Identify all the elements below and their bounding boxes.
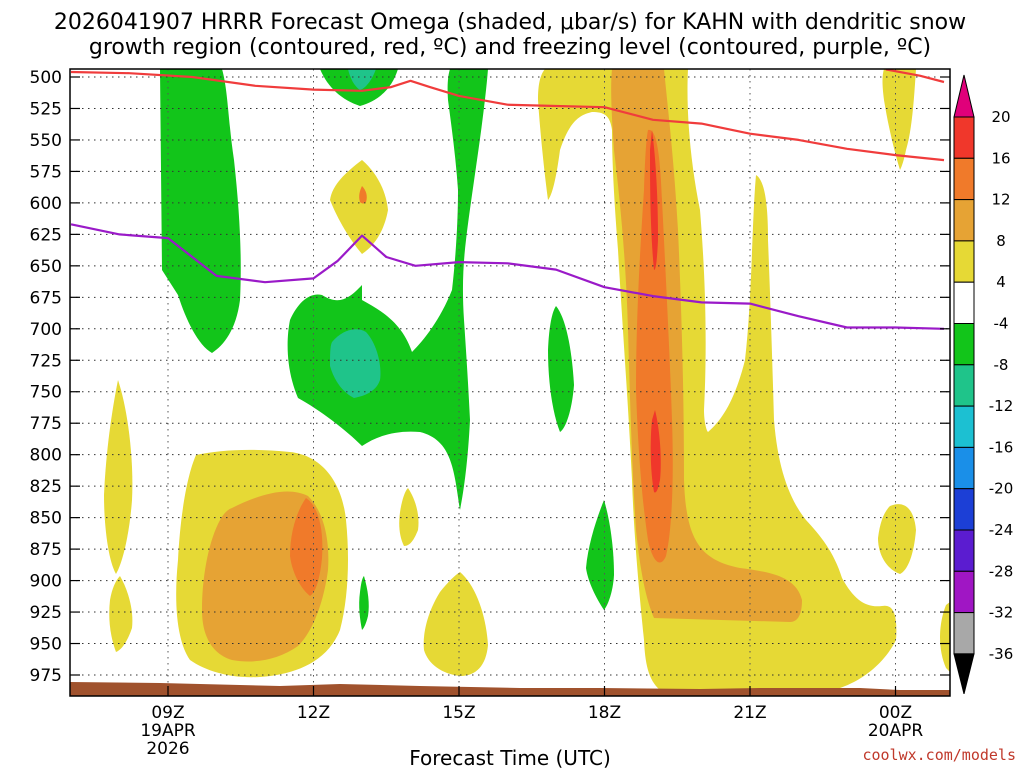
x-tick-label: 21Z — [733, 703, 766, 723]
omega-area-pos4-b — [330, 160, 388, 254]
y-tick-label: 800 — [30, 446, 62, 466]
colorbar-swatch-13 — [953, 612, 975, 655]
y-tick-label: 725 — [30, 351, 62, 371]
y-tick-label: 750 — [30, 383, 62, 403]
colorbar-swatch-9 — [953, 446, 975, 490]
colorbar-label: 8 — [996, 232, 1006, 250]
omega-area-neg4-c — [287, 69, 488, 510]
y-tick-label: 950 — [30, 635, 62, 655]
y-tick-label: 550 — [30, 131, 62, 151]
y-tick-label: 600 — [30, 194, 62, 214]
colorbar-swatch-7 — [953, 364, 975, 407]
omega-area-pos16-b — [650, 130, 658, 270]
omega-area-pos4-h — [882, 69, 916, 170]
omega-area-pos12-a — [636, 129, 673, 563]
colorbar-swatch-1 — [953, 116, 975, 159]
colorbar: 20 16 12 8 4 -4 -8 -12 -16 -20 -24 -28 -32 -36 — [953, 74, 1014, 695]
colorbar-label: -8 — [994, 356, 1009, 374]
omega-area-pos4-e — [109, 576, 133, 652]
colorbar-swatch-8 — [953, 405, 975, 448]
chart-title-line-2: growth region (contoured, red, ºC) and f… — [89, 35, 931, 60]
y-tick-label: 650 — [30, 257, 62, 277]
y-tick-label: 675 — [30, 288, 62, 308]
omega-area-pos4-f — [399, 488, 419, 546]
colorbar-label: -12 — [989, 397, 1014, 415]
x-tick-sublabel: 19APR — [140, 721, 196, 741]
y-tick-label: 850 — [30, 509, 62, 529]
x-tick-label: 12Z — [297, 703, 330, 723]
credit-text: coolwx.com/models — [862, 746, 1016, 764]
omega-area-neg4-e — [586, 500, 614, 610]
x-tick-sublabel: 2026 — [146, 739, 189, 759]
colorbar-swatch-5 — [953, 281, 975, 325]
colorbar-label: 12 — [991, 191, 1010, 209]
colorbar-label: 16 — [991, 149, 1010, 167]
omega-area-neg4-a — [160, 69, 241, 353]
x-tick-label: 15Z — [442, 703, 475, 723]
y-tick-label: 575 — [30, 162, 62, 182]
colorbar-label: 20 — [991, 108, 1010, 126]
contour-line-0 — [70, 70, 945, 162]
x-tick-label: 00Z — [879, 703, 912, 723]
y-tick-label: 625 — [30, 225, 62, 245]
contour-line-1 — [885, 69, 945, 84]
omega-area-pos4-j — [940, 602, 950, 672]
colorbar-label: -28 — [989, 562, 1014, 580]
omega-area-pos4-d — [104, 380, 133, 574]
y-tick-label: 500 — [30, 68, 62, 88]
contours — [70, 69, 945, 330]
colorbar-cap-bottom — [953, 653, 975, 695]
colorbar-swatch-10 — [953, 488, 975, 531]
x-axis-title: Forecast Time (UTC) — [409, 746, 611, 768]
colorbar-swatch-2 — [953, 157, 975, 201]
omega-area-pos12-b — [290, 498, 323, 596]
colorbar-label: -20 — [989, 480, 1014, 498]
colorbar-swatch-12 — [953, 570, 975, 614]
colorbar-label: -24 — [989, 521, 1014, 539]
x-tick-sublabel: 20APR — [868, 721, 924, 741]
omega-area-pos4-i — [878, 504, 916, 574]
omega-area-pos4-g — [423, 572, 488, 676]
colorbar-label: -36 — [989, 645, 1014, 663]
colorbar-label: -16 — [989, 438, 1014, 456]
colorbar-label: -32 — [989, 604, 1014, 622]
y-tick-label: 525 — [30, 99, 62, 119]
colorbar-cap-top — [953, 74, 975, 118]
colorbar-swatch-6 — [953, 323, 975, 366]
plot-frame — [69, 68, 951, 697]
y-tick-label: 875 — [30, 540, 62, 560]
y-tick-label: 925 — [30, 603, 62, 623]
y-tick-label: 700 — [30, 320, 62, 340]
omega-shading — [104, 69, 950, 690]
y-axis: 500 525 550 575 600 625 650 675 700 725 750 775 800 8… — [30, 68, 950, 686]
omega-area-pos12-c — [359, 186, 367, 204]
terrain-ground — [70, 682, 950, 696]
colorbar-swatch-3 — [953, 199, 975, 242]
omega-area-neg4-d — [548, 306, 574, 432]
y-tick-label: 825 — [30, 477, 62, 497]
contour-line-2 — [70, 223, 945, 330]
colorbar-swatch-11 — [953, 529, 975, 572]
omega-area-pos16-a — [650, 410, 661, 493]
y-tick-label: 775 — [30, 414, 62, 434]
y-tick-label: 900 — [30, 572, 62, 592]
colorbar-label: 4 — [996, 273, 1006, 291]
y-tick-label: 975 — [30, 666, 62, 686]
colorbar-swatch-4 — [953, 240, 975, 283]
x-tick-label: 18Z — [588, 703, 621, 723]
colorbar-label: -4 — [994, 315, 1009, 333]
omega-area-neg4-f — [359, 576, 369, 630]
omega-area-neg8-b — [348, 69, 376, 90]
x-tick-label: 09Z — [151, 703, 184, 723]
omega-area-neg8-a — [330, 329, 381, 398]
chart-title-line-1: 2026041907 HRRR Forecast Omega (shaded, … — [54, 10, 966, 35]
